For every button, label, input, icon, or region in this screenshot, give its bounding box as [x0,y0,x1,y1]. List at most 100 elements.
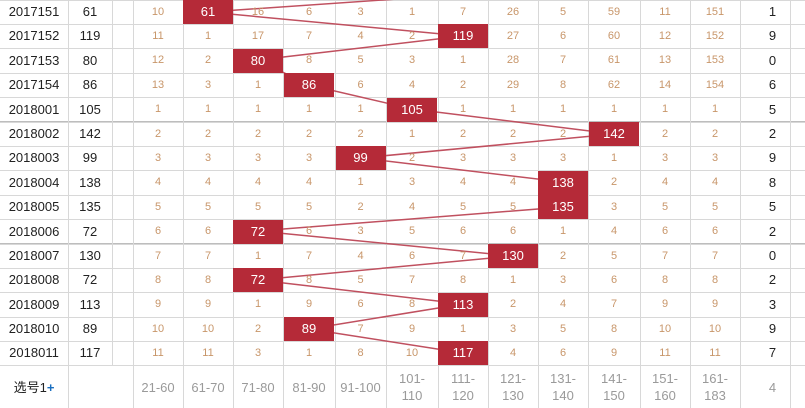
miss-count: 8 [459,274,467,286]
miss-count: 29 [506,79,520,91]
miss-count: 1 [154,103,162,115]
miss-count: 8 [154,274,162,286]
miss-count: 6 [357,298,364,310]
miss-count: 5 [357,54,364,66]
miss-count: 7 [711,250,719,262]
tail-digit: 0 [768,53,777,68]
miss-count: 1 [305,103,313,115]
miss-count: 4 [459,176,467,188]
miss-count: 6 [711,225,719,237]
miss-count: 7 [610,298,618,310]
miss-count: 12 [151,54,165,66]
hit-cell: 86 [284,73,334,97]
miss-count: 9 [661,298,669,310]
miss-count: 7 [459,6,467,18]
miss-count: 4 [711,176,719,188]
miss-count: 7 [459,250,467,262]
miss-count: 27 [506,30,520,42]
miss-count: 1 [559,103,567,115]
miss-count: 4 [204,176,212,188]
miss-count: 10 [151,6,165,18]
miss-count: 1 [204,30,212,42]
miss-count: 1 [254,103,262,115]
miss-count: 3 [509,323,517,335]
tail-digit: 9 [768,28,777,43]
hit-cell: 105 [387,97,437,122]
miss-count: 11 [152,347,164,359]
hit-cell: 117 [438,341,488,365]
tail-digit: 9 [768,150,777,165]
miss-count: 2 [661,128,669,140]
tail-digit: 1 [768,4,777,19]
miss-count: 1 [610,152,618,164]
miss-count: 59 [607,6,621,18]
hit-cell: 80 [233,48,283,73]
miss-count: 4 [509,347,517,359]
miss-count: 1 [661,103,669,115]
issue-number: 2018009 [8,297,60,312]
miss-count: 6 [559,347,567,359]
tail-digit: 3 [768,297,777,312]
miss-count: 1 [711,103,719,115]
range-header: 71-80 [241,380,275,395]
miss-count: 3 [559,274,567,286]
miss-count: 1 [459,103,467,115]
miss-count: 152 [705,30,725,42]
miss-count: 7 [305,250,313,262]
miss-count: 3 [204,79,212,91]
range-header: 91-100 [340,380,381,395]
miss-count: 9 [711,298,719,310]
miss-count: 4 [408,79,416,91]
miss-count: 7 [661,250,669,262]
miss-count: 3 [711,152,719,164]
hit-cell: 61 [183,0,233,24]
hit-cell: 72 [233,219,283,244]
miss-count: 6 [408,250,416,262]
miss-count: 2 [559,250,567,262]
issue-number: 2018008 [8,272,60,287]
miss-count: 1 [610,103,618,115]
miss-count: 5 [305,201,313,213]
miss-count: 11 [659,347,671,359]
miss-count: 5 [559,323,567,335]
tail-digit: 9 [768,321,777,336]
miss-count: 6 [509,225,517,237]
miss-count: 5 [559,6,567,18]
sum-value: 89 [82,321,98,336]
tail-digit: 6 [768,77,777,92]
miss-count: 10 [708,323,722,335]
miss-count: 3 [357,225,364,237]
add-icon[interactable]: + [46,380,55,395]
sum-value: 99 [82,150,98,165]
miss-count: 151 [705,6,725,18]
tail-digit: 2 [768,126,777,141]
miss-count: 5 [408,225,416,237]
sum-value: 80 [82,53,98,68]
issue-number: 2018002 [8,126,60,141]
select-number-control[interactable]: 选号1+ [0,371,68,405]
range-header: 81-90 [292,380,326,395]
miss-count: 10 [405,347,419,359]
miss-count: 1 [408,128,416,140]
range-header: 111- 120 [450,371,476,403]
miss-count: 4 [254,176,262,188]
hit-cell: 138 [538,170,588,195]
sum-value: 138 [79,175,101,190]
miss-count: 3 [204,152,212,164]
miss-count: 4 [305,176,313,188]
sum-value: 142 [79,126,101,141]
issue-number: 2018001 [8,102,60,117]
miss-count: 28 [506,54,520,66]
miss-count: 13 [658,54,672,66]
sum-value: 135 [79,199,101,214]
tail-digit: 2 [768,272,777,287]
miss-count: 11 [202,347,214,359]
miss-count: 3 [509,152,517,164]
miss-count: 2 [254,128,262,140]
miss-count: 10 [151,323,165,335]
hit-cell: 142 [589,122,639,146]
miss-count: 7 [357,323,364,335]
miss-count: 7 [408,274,416,286]
miss-count: 7 [305,30,313,42]
miss-count: 6 [610,274,618,286]
